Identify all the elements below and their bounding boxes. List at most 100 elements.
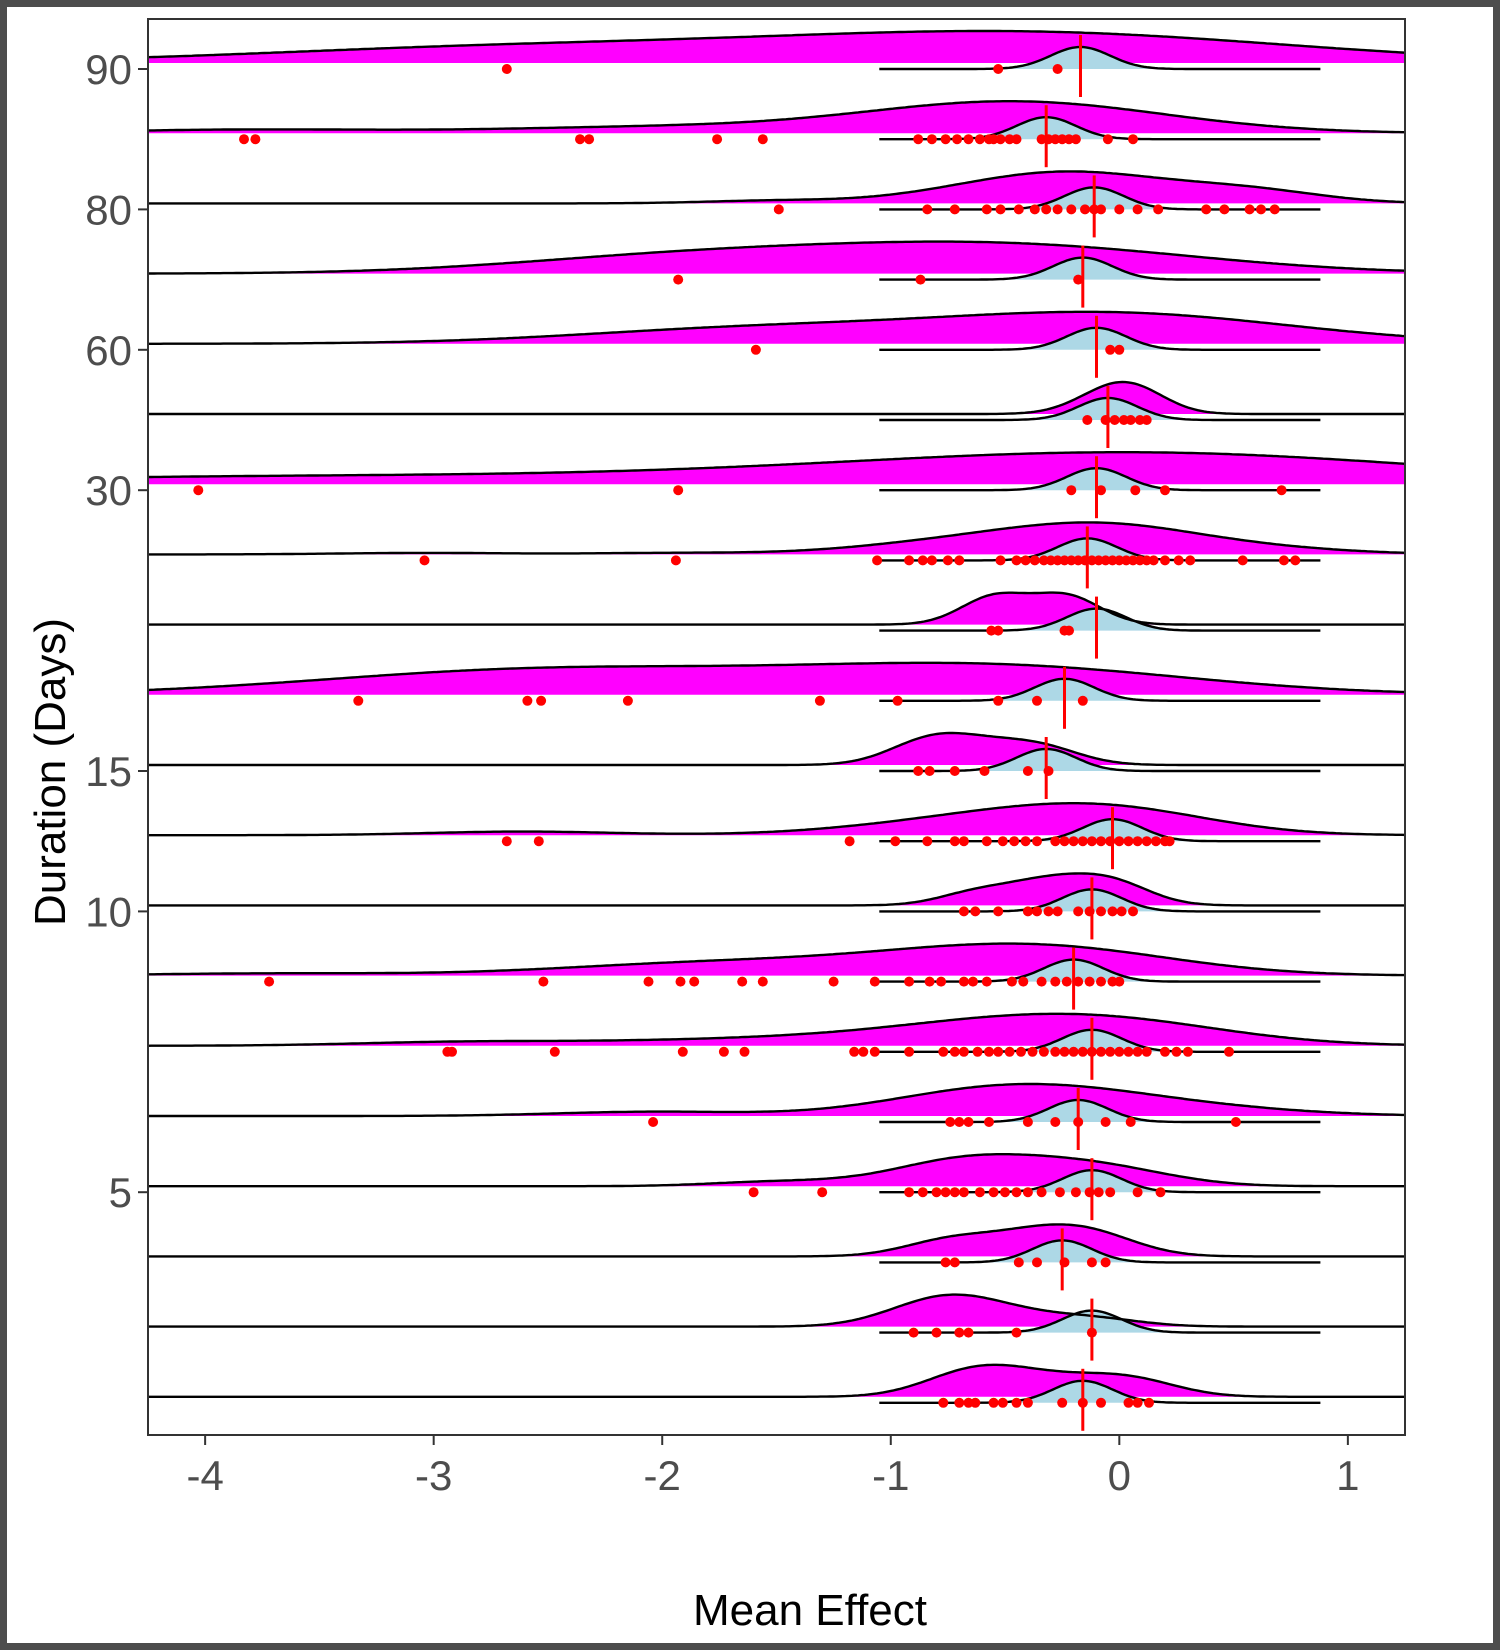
data-point — [1036, 134, 1047, 145]
data-point — [963, 1327, 974, 1338]
data-point — [974, 134, 985, 145]
data-point — [954, 1117, 965, 1127]
posterior-density-outline — [879, 466, 1321, 492]
ridge-row — [147, 1012, 1406, 1080]
posterior-density-area — [879, 1240, 1321, 1263]
data-point — [1096, 204, 1106, 215]
data-point — [817, 1187, 828, 1198]
data-point — [1219, 204, 1230, 215]
x-axis-title: Mean Effect — [693, 1586, 927, 1635]
data-point — [1114, 976, 1125, 987]
data-point — [1006, 976, 1017, 987]
posterior-density-area — [879, 1100, 1321, 1122]
data-point — [988, 134, 999, 145]
data-point — [522, 695, 533, 706]
data-point — [1032, 836, 1042, 847]
data-point — [501, 836, 512, 847]
data-point — [1130, 485, 1141, 496]
data-point — [1073, 906, 1084, 917]
observed-density-area — [148, 1224, 1405, 1257]
data-point — [954, 555, 965, 566]
data-point — [922, 836, 933, 847]
observed-density-outline — [147, 1012, 1406, 1047]
data-point — [963, 1117, 974, 1127]
data-point — [890, 836, 901, 847]
data-point — [913, 766, 924, 776]
observed-density-outline — [148, 591, 1405, 626]
data-point — [1011, 555, 1022, 566]
posterior-density-outline — [879, 958, 1321, 983]
data-point — [988, 1397, 999, 1408]
posterior-density-area — [879, 468, 1321, 491]
data-point — [869, 976, 880, 987]
data-point — [1278, 555, 1289, 566]
posterior-density-area — [879, 1380, 1321, 1403]
posterior-density-area — [879, 1029, 1321, 1052]
data-point — [1020, 836, 1031, 847]
data-point — [1132, 204, 1143, 215]
data-point — [1125, 1117, 1136, 1127]
data-point — [1050, 134, 1061, 145]
data-point — [718, 1046, 729, 1057]
data-point — [858, 1046, 869, 1057]
data-point — [995, 204, 1006, 215]
posterior-density-area — [879, 819, 1321, 842]
data-point — [1073, 274, 1084, 285]
data-point — [1160, 1046, 1170, 1057]
data-point — [1128, 555, 1138, 566]
data-point — [949, 1187, 960, 1198]
data-point — [1148, 555, 1159, 566]
observed-density-outline — [148, 942, 1405, 977]
data-point — [538, 976, 549, 987]
data-point — [1022, 1397, 1033, 1408]
ridge-row — [148, 521, 1406, 589]
data-point — [993, 695, 1004, 706]
data-point — [773, 204, 784, 215]
data-point — [1009, 836, 1020, 847]
ridge-row — [147, 100, 1405, 168]
ridge-row — [148, 380, 1405, 448]
data-point — [1100, 555, 1111, 566]
data-point — [1107, 906, 1118, 917]
data-point — [737, 976, 748, 987]
data-point — [1013, 1257, 1024, 1268]
posterior-density-area — [879, 398, 1321, 420]
observed-density-outline — [148, 1223, 1405, 1258]
data-point — [1070, 1187, 1081, 1198]
data-point — [954, 1397, 965, 1408]
data-point — [997, 836, 1008, 847]
data-point — [648, 1117, 659, 1127]
observed-density-outline — [148, 521, 1406, 556]
observed-density-area — [148, 311, 1405, 344]
data-point — [1084, 976, 1095, 987]
data-point — [1066, 485, 1077, 496]
posterior-density-area — [879, 678, 1321, 701]
observed-density-area — [148, 592, 1405, 625]
data-point — [1077, 836, 1088, 847]
data-point — [689, 976, 700, 987]
data-point — [1066, 204, 1077, 215]
data-point — [940, 1187, 951, 1198]
data-point — [1061, 976, 1072, 987]
data-point — [1116, 906, 1127, 917]
x-tick-label: -1 — [872, 1452, 909, 1499]
data-point — [1032, 906, 1042, 917]
data-point — [757, 976, 768, 987]
data-point — [1100, 1257, 1111, 1268]
data-point — [353, 695, 364, 706]
data-point — [986, 625, 997, 636]
data-point — [995, 134, 1006, 145]
data-point — [915, 274, 926, 285]
data-point — [1086, 1257, 1097, 1268]
data-point — [908, 1327, 919, 1338]
data-point — [1077, 695, 1088, 706]
data-point — [1068, 1046, 1079, 1057]
data-point — [1096, 836, 1106, 847]
data-point — [949, 766, 960, 776]
data-point — [1128, 134, 1138, 145]
posterior-density-outline — [879, 607, 1321, 632]
data-point — [1066, 555, 1077, 566]
data-point — [1077, 1046, 1088, 1057]
data-point — [940, 134, 951, 145]
data-point — [1132, 1187, 1143, 1198]
